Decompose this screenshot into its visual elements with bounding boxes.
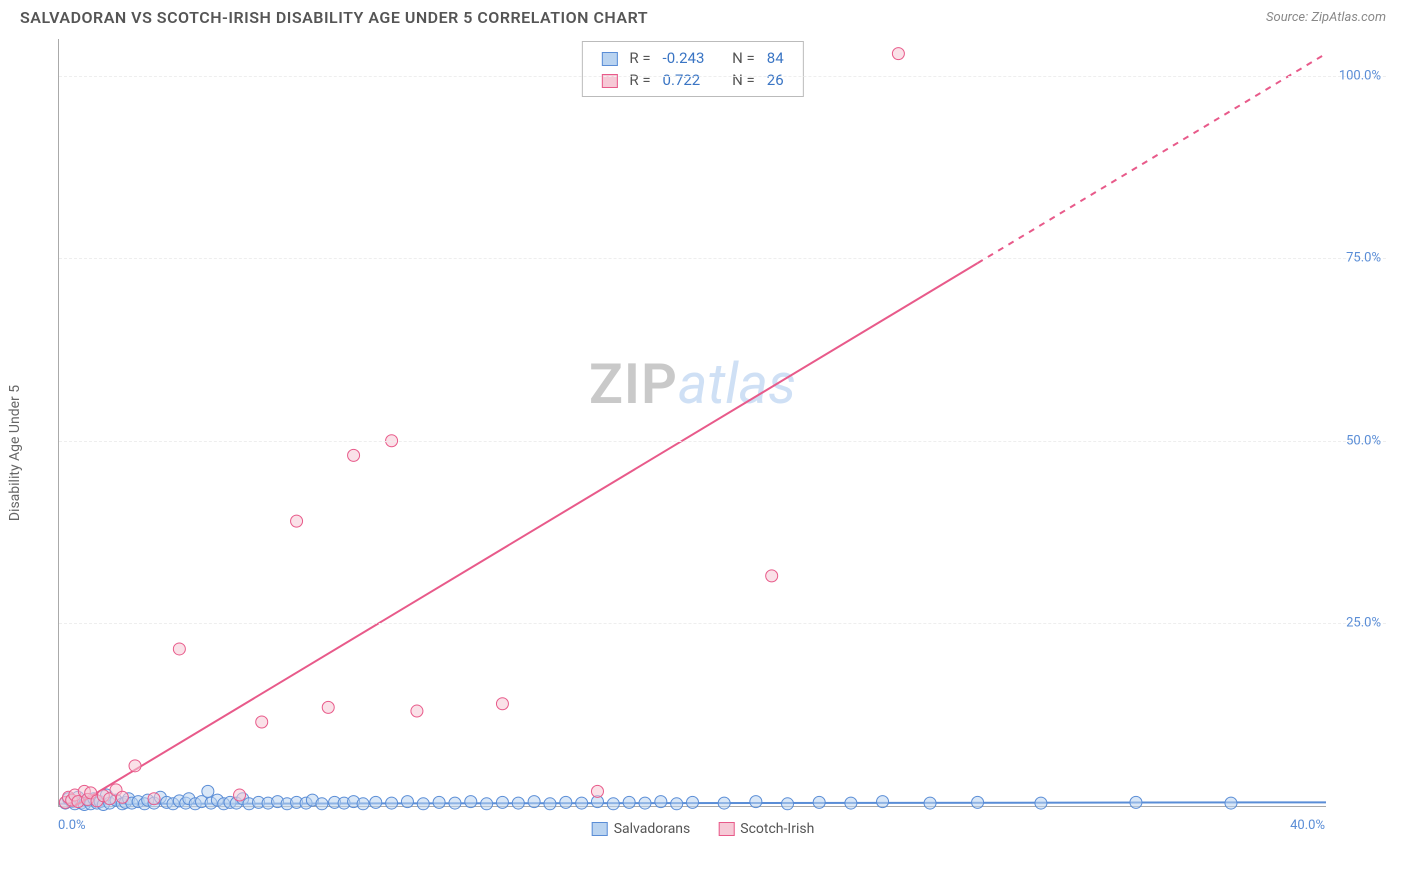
plot-svg — [59, 39, 1326, 806]
source-prefix: Source: — [1266, 10, 1311, 25]
n-value-1: 26 — [762, 70, 789, 90]
r-value-0: -0.243 — [658, 48, 710, 68]
legend-stats-box: R = -0.243 N = 84 R = 0.722 N = 26 — [581, 41, 803, 97]
gridline — [59, 76, 1386, 77]
bottom-legend-swatch-1 — [718, 822, 734, 836]
x-tick-label: 0.0% — [58, 818, 86, 833]
r-label-0: R = — [624, 48, 655, 68]
bottom-legend-label-0: Salvadorans — [614, 821, 691, 837]
legend-stats-row-1: R = 0.722 N = 26 — [596, 70, 788, 90]
source-link[interactable]: ZipAtlas.com — [1311, 10, 1386, 25]
y-tick-label: 75.0% — [1346, 251, 1381, 266]
legend-swatch-0 — [601, 52, 617, 66]
gridline — [59, 623, 1386, 624]
x-tick-label: 40.0% — [1290, 818, 1325, 833]
y-tick-label: 100.0% — [1339, 68, 1381, 83]
n-label-1: N = — [727, 70, 760, 90]
y-axis-label: Disability Age Under 5 — [7, 385, 23, 521]
bottom-legend-swatch-0 — [592, 822, 608, 836]
gridline — [59, 441, 1386, 442]
bottom-legend-item-1: Scotch-Irish — [718, 821, 814, 837]
n-value-0: 84 — [762, 48, 789, 68]
legend-stats-row-0: R = -0.243 N = 84 — [596, 48, 788, 68]
r-label-1: R = — [624, 70, 655, 90]
y-tick-label: 50.0% — [1346, 433, 1381, 448]
chart-header: SALVADORAN VS SCOTCH-IRISH DISABILITY AG… — [0, 0, 1406, 39]
source-attribution: Source: ZipAtlas.com — [1266, 10, 1386, 25]
chart-container: Disability Age Under 5 ZIPatlas R = -0.2… — [20, 39, 1386, 851]
plot-area: ZIPatlas R = -0.243 N = 84 R = 0.722 — [58, 39, 1326, 807]
bottom-legend-item-0: Salvadorans — [592, 821, 691, 837]
y-tick-label: 25.0% — [1346, 616, 1381, 631]
chart-title: SALVADORAN VS SCOTCH-IRISH DISABILITY AG… — [20, 8, 648, 27]
gridline — [59, 258, 1386, 259]
n-label-0: N = — [727, 48, 760, 68]
r-value-1: 0.722 — [658, 70, 710, 90]
bottom-legend-label-1: Scotch-Irish — [740, 821, 814, 837]
bottom-legend: Salvadorans Scotch-Irish — [592, 821, 815, 837]
